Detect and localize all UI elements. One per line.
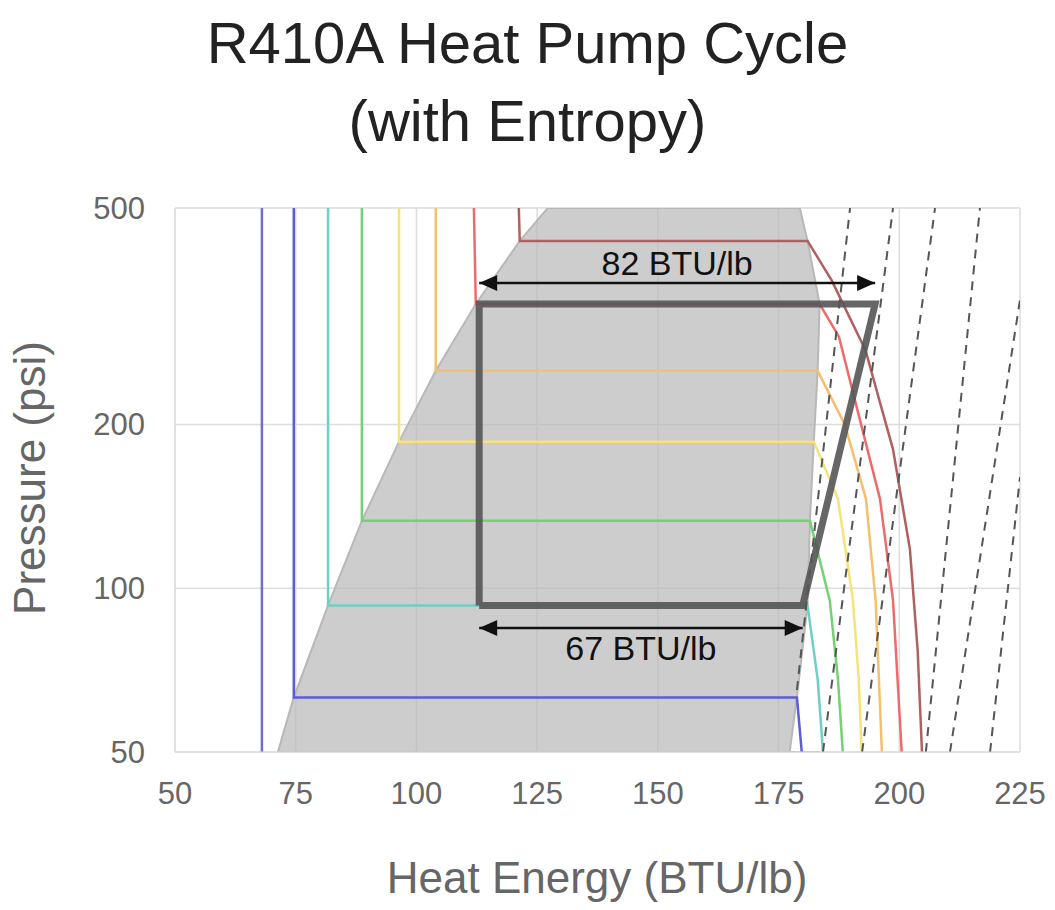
html-text:R410A Heat Pump Cycle: R410A Heat Pump Cycle — [206, 10, 849, 75]
svg-text:100: 100 — [93, 571, 145, 606]
svg-text:150: 150 — [632, 776, 684, 811]
svg-text:75: 75 — [278, 776, 312, 811]
svg-text:100: 100 — [391, 776, 443, 811]
svg-text:50: 50 — [111, 735, 145, 770]
html-text:(with Entropy): (with Entropy) — [348, 88, 707, 153]
svg-text:225: 225 — [994, 776, 1046, 811]
svg-text:50: 50 — [158, 776, 192, 811]
svg-text:175: 175 — [753, 776, 805, 811]
html-text:Heat Energy (BTU/lb): Heat Energy (BTU/lb) — [386, 853, 808, 902]
html-text:Pressure (psi): Pressure (psi) — [5, 341, 54, 615]
svg-text:82 BTU/lb: 82 BTU/lb — [602, 244, 753, 282]
svg-text:500: 500 — [93, 191, 145, 226]
svg-text:125: 125 — [511, 776, 563, 811]
svg-text:67 BTU/lb: 67 BTU/lb — [565, 629, 716, 667]
svg-text:200: 200 — [873, 776, 925, 811]
svg-text:200: 200 — [93, 407, 145, 442]
